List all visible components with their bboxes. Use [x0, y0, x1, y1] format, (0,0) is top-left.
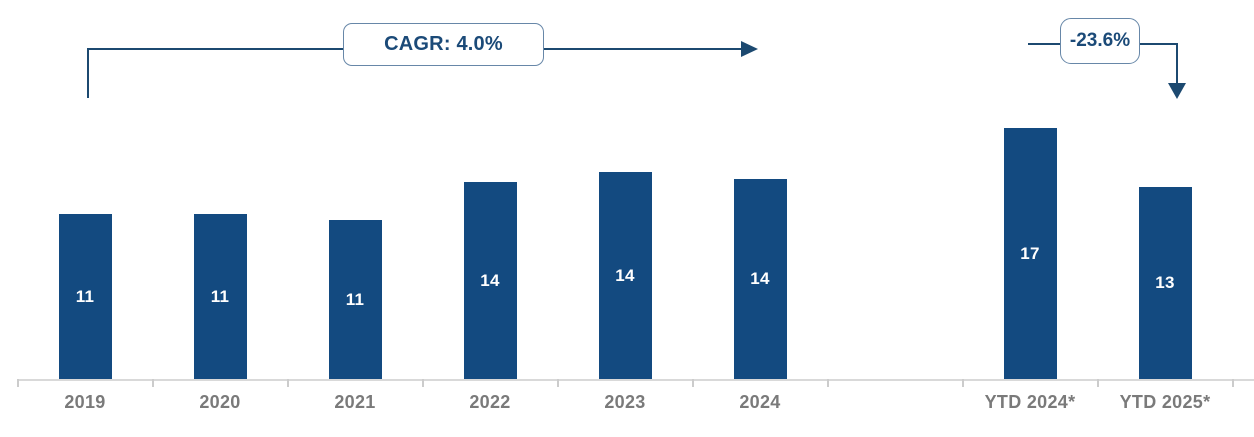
bar-value-label: 17 — [1020, 243, 1040, 263]
decline-arrow-down-icon — [1168, 83, 1186, 99]
x-axis-tick — [1231, 379, 1234, 387]
bar: 14 — [598, 172, 652, 379]
cagr-bracket-vertical-line — [87, 49, 89, 98]
x-axis-label: 2024 — [739, 392, 781, 412]
x-axis-label: 2020 — [199, 392, 241, 412]
x-axis-tick — [16, 379, 19, 387]
bar-value-label: 13 — [1155, 273, 1175, 292]
x-axis-tick — [556, 379, 559, 387]
decline-vertical-line — [1176, 43, 1178, 84]
bar: 14 — [733, 179, 787, 379]
x-axis-tick — [286, 379, 289, 387]
bar: 14 — [463, 182, 517, 379]
x-axis-tick — [151, 379, 154, 387]
x-axis-tick — [826, 379, 829, 387]
x-axis-label: YTD 2025* — [1119, 392, 1211, 412]
decline-label: -23.6% — [1069, 30, 1131, 51]
bar: 11 — [193, 214, 247, 379]
cagr-callout: CAGR: 4.0% — [343, 23, 544, 66]
bar: 11 — [328, 220, 382, 379]
x-axis-label: YTD 2024* — [984, 392, 1076, 412]
x-axis-label: 2021 — [334, 392, 376, 412]
x-axis-tick — [1096, 379, 1099, 387]
bar-value-label: 11 — [210, 286, 230, 306]
bar-value-label: 11 — [345, 289, 365, 309]
bar-value-label: 14 — [480, 270, 500, 290]
x-axis-tick — [691, 379, 694, 387]
x-axis-label: 2023 — [604, 392, 646, 412]
bar-value-label: 14 — [615, 265, 635, 285]
bar: 13 — [1138, 187, 1192, 379]
x-axis-tick — [421, 379, 424, 387]
x-axis-label: 2022 — [469, 392, 511, 412]
x-axis-line — [17, 379, 1254, 381]
x-axis-label: 2019 — [64, 392, 106, 412]
bar-value-label: 11 — [75, 286, 95, 306]
bar-value-label: 14 — [750, 269, 770, 288]
decline-callout: -23.6% — [1060, 18, 1140, 64]
x-axis-tick — [961, 379, 964, 387]
bar: 11 — [58, 214, 112, 379]
cagr-arrow-right-icon — [741, 41, 758, 57]
cagr-label: CAGR: 4.0% — [384, 33, 503, 55]
bar: 17 — [1003, 128, 1057, 379]
